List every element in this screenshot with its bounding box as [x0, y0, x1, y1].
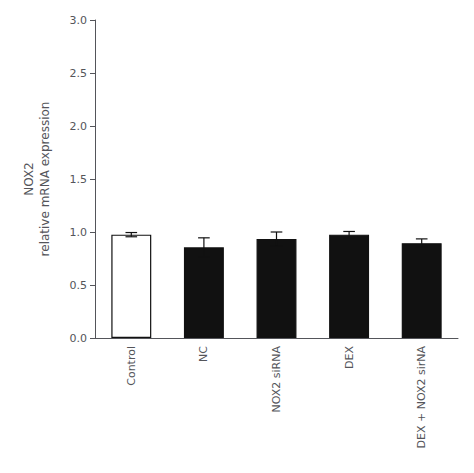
svg-text:Control: Control — [125, 346, 138, 386]
svg-text:NOX2: NOX2 — [22, 162, 36, 196]
svg-text:1.5: 1.5 — [70, 173, 88, 186]
svg-text:2.0: 2.0 — [70, 120, 88, 133]
svg-text:DEX: DEX — [343, 346, 356, 369]
svg-text:2.5: 2.5 — [70, 67, 88, 80]
svg-text:NC: NC — [197, 346, 210, 362]
svg-text:DEX + NOX2 sirNA: DEX + NOX2 sirNA — [415, 346, 428, 449]
svg-text:1.0: 1.0 — [70, 226, 88, 239]
svg-text:3.0: 3.0 — [70, 14, 88, 27]
svg-text:relative mRNA expression: relative mRNA expression — [38, 102, 52, 257]
svg-text:0.5: 0.5 — [70, 279, 88, 292]
svg-text:NOX2 siRNA: NOX2 siRNA — [270, 346, 283, 413]
svg-text:0.0: 0.0 — [70, 332, 88, 345]
